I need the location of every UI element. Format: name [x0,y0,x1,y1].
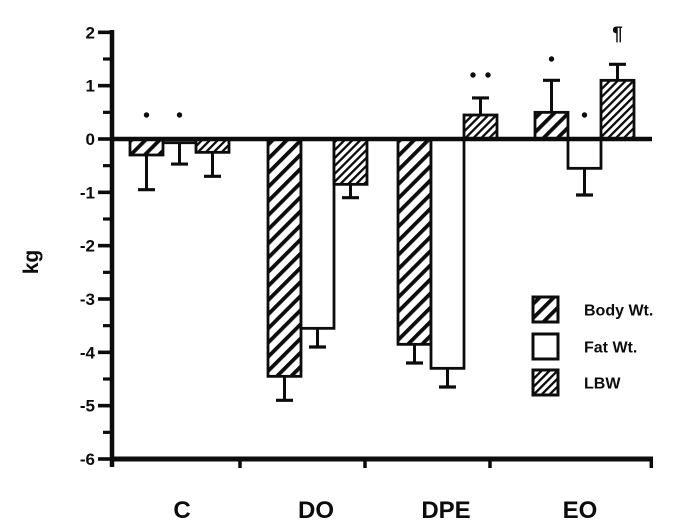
category-label-c: C [173,497,190,524]
bar-do-fat-wt [299,137,336,330]
y-tick-label--4: -4 [80,343,96,362]
legend-label-fat-wt: Fat Wt. [584,340,637,357]
bar-eo-lbw [599,78,636,141]
sig-marker-dpe-lbw [485,72,491,78]
legend-swatch-lbw [531,368,560,397]
bar-do-body-wt [266,137,303,378]
legend-swatch-fat-wt [531,332,560,361]
sig-marker-eo-body-wt [548,56,555,62]
sig-marker-eo-lbw: ¶ [612,24,623,45]
legend-label-body-wt: Body Wt. [584,303,653,320]
sig-marker-eo-fat-wt [581,112,588,118]
y-axis-title: kg [20,250,43,275]
sig-marker-dpe-lbw [470,72,476,78]
y-tick-label--1: -1 [80,183,95,202]
y-tick-label-0: 0 [86,130,95,149]
sig-marker-c-fat-wt [176,112,183,118]
y-tick-label-1: 1 [86,77,95,96]
bar-eo-fat-wt [566,137,603,170]
y-tick-label--3: -3 [80,290,95,309]
bar-dpe-lbw [462,113,499,141]
legend-label-lbw: LBW [584,376,621,393]
bar-c-body-wt [128,137,165,157]
category-label-dpe: DPE [421,497,470,524]
bar-dpe-body-wt [396,137,433,346]
bar-eo-body-wt [533,110,570,141]
y-tick-label--2: -2 [80,237,95,256]
bar-do-lbw [332,137,369,186]
legend-swatch-body-wt [531,295,560,324]
y-tick-label--5: -5 [80,397,95,416]
category-label-do: DO [298,497,334,524]
sig-marker-c-body-wt [143,112,150,118]
y-tick-label-2: 2 [86,23,95,42]
bar-dpe-fat-wt [429,137,466,370]
y-tick-label--6: -6 [80,450,95,469]
category-label-eo: EO [563,497,598,524]
